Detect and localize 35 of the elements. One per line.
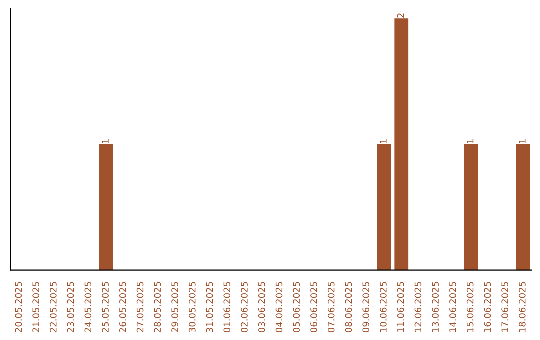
x-tick-label: 29.05.2025 [172,282,178,332]
x-tick-label: 13.06.2025 [432,282,439,332]
x-tick-label: 21.05.2025 [32,282,40,332]
x-tick-label: 06.06.2025 [310,282,318,333]
x-tick-label: 08.06.2025 [345,282,352,333]
x-tick-label: 20.05.2025 [15,282,22,332]
data-label: 1 [519,140,526,144]
data-label: 1 [380,140,387,144]
x-tick-label: 28.05.2025 [154,282,162,332]
data-label: 1 [102,140,109,144]
x-tick-label: 17.06.2025 [502,282,508,332]
x-tick-label: 10.06.2025 [380,282,387,332]
x-tick-label: 31.05.2025 [206,282,214,332]
data-label: 2 [397,14,404,18]
x-tick-label: 09.06.2025 [362,282,370,333]
x-tick-label: 02.06.2025 [241,282,248,333]
x-tick-label: 03.06.2025 [258,282,266,333]
x-tick-label: 01.06.2025 [224,282,231,333]
x-tick-label: 14.06.2025 [450,282,456,332]
x-tick-label: 25.05.2025 [102,282,109,332]
x-tick-label: 26.05.2025 [119,282,126,332]
x-tick-label: 23.05.2025 [67,282,74,332]
x-tick-label: 15.06.2025 [466,282,474,332]
data-label: 1 [467,140,474,144]
x-tick-label: 30.05.2025 [188,282,196,332]
x-tick-label: 11.06.2025 [397,282,404,332]
x-tick-label: 24.05.2025 [84,282,92,332]
x-tick-label: 05.06.2025 [293,282,300,333]
x-tick-label: 07.06.2025 [328,282,335,333]
x-tick-label: 12.06.2025 [414,282,422,332]
x-tick-label: 22.05.2025 [50,282,57,332]
x-tick-label: 04.06.2025 [276,282,283,333]
x-tick-label: 27.05.2025 [136,282,144,332]
x-tick-label: 16.06.2025 [484,282,492,332]
x-tick-label: 18.06.2025 [519,282,526,332]
